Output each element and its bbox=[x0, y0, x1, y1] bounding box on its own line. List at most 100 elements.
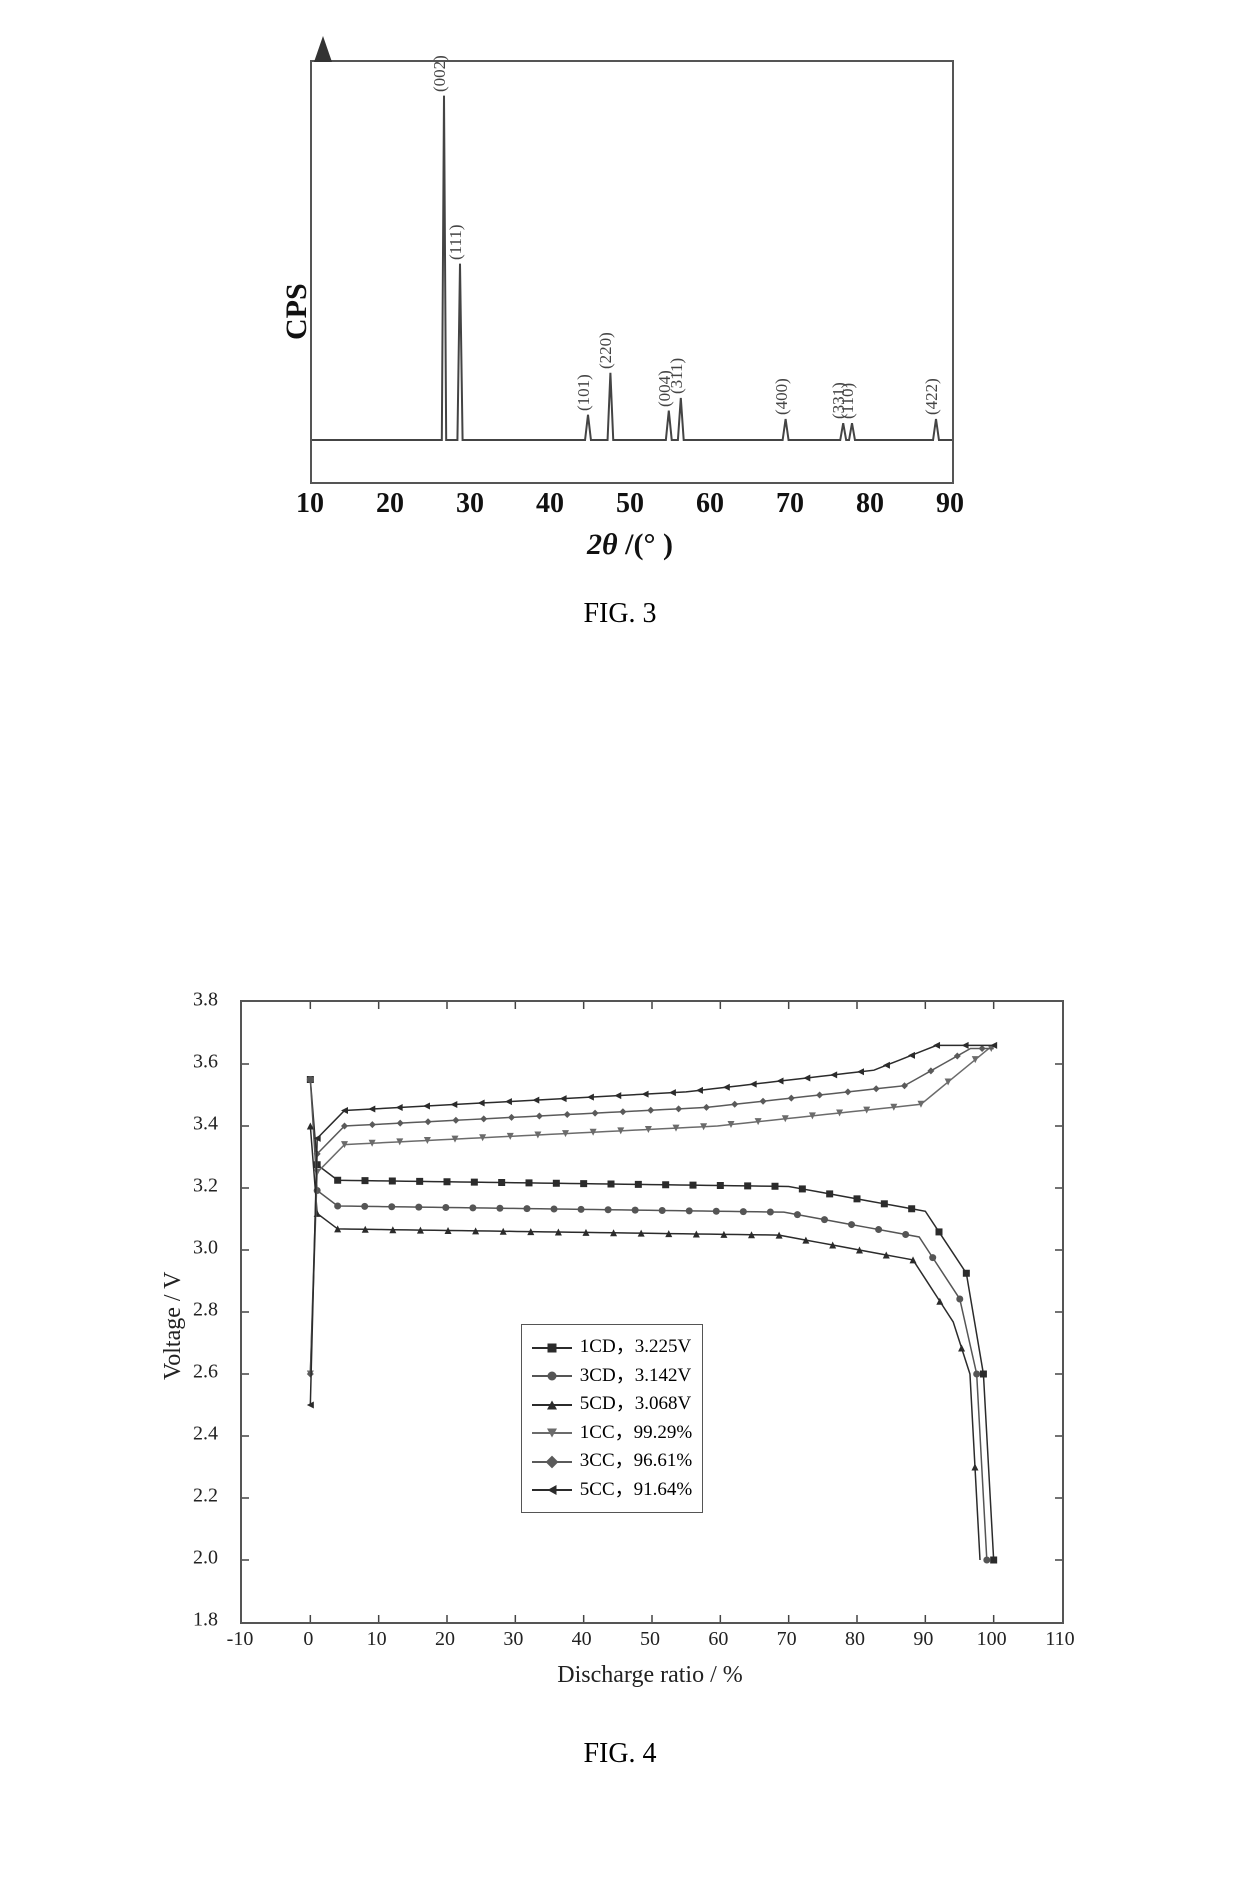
peak-label: (002) bbox=[430, 55, 450, 92]
marker bbox=[396, 1104, 403, 1111]
fig3-xtick: 40 bbox=[536, 488, 564, 520]
marker bbox=[902, 1231, 909, 1238]
marker bbox=[731, 1101, 738, 1108]
marker bbox=[416, 1178, 423, 1185]
marker bbox=[776, 1078, 783, 1085]
fig4-xtick: 20 bbox=[435, 1628, 455, 1651]
marker bbox=[369, 1121, 376, 1128]
fig4-ytick: 2.8 bbox=[193, 1299, 218, 1322]
marker bbox=[551, 1205, 558, 1212]
legend-item: 5CC，91.64% bbox=[532, 1476, 692, 1505]
marker bbox=[587, 1094, 594, 1101]
peak-label: (111) bbox=[446, 224, 466, 260]
legend-item: 3CC，96.61% bbox=[532, 1447, 692, 1476]
fig4-ytick: 1.8 bbox=[193, 1609, 218, 1632]
marker bbox=[388, 1203, 395, 1210]
fig4-ytick: 3.8 bbox=[193, 989, 218, 1012]
legend-marker-icon bbox=[547, 1343, 556, 1352]
legend-item: 1CD，3.225V bbox=[532, 1333, 692, 1362]
legend-marker-icon bbox=[547, 1372, 556, 1381]
marker bbox=[425, 1118, 432, 1125]
marker bbox=[361, 1203, 368, 1210]
marker bbox=[444, 1178, 451, 1185]
peak-label: (101) bbox=[574, 374, 594, 411]
marker bbox=[844, 1088, 851, 1095]
fig3-xtick: 20 bbox=[376, 488, 404, 520]
marker bbox=[963, 1270, 970, 1277]
fig3-xtick: 90 bbox=[936, 488, 964, 520]
page: CPS (002)(111)(101)(220)(004)(311)(400)(… bbox=[0, 0, 1240, 1890]
marker bbox=[821, 1216, 828, 1223]
marker bbox=[662, 1181, 669, 1188]
marker bbox=[632, 1207, 639, 1214]
fig4-ytick: 3.2 bbox=[193, 1175, 218, 1198]
marker bbox=[958, 1344, 965, 1351]
marker bbox=[578, 1206, 585, 1213]
marker bbox=[723, 1084, 730, 1091]
legend-marker-icon bbox=[547, 1485, 556, 1495]
legend-item: 3CD，3.142V bbox=[532, 1362, 692, 1391]
figure-4: Voltage / V 1.82.02.22.42.62.83.03.23.43… bbox=[140, 980, 1100, 1770]
legend-marker-icon bbox=[547, 1400, 557, 1409]
legend-label: 1CC，99.29% bbox=[580, 1419, 692, 1448]
fig3-xtick: 60 bbox=[696, 488, 724, 520]
marker bbox=[553, 1180, 560, 1187]
marker bbox=[690, 1182, 697, 1189]
peak-label: (400) bbox=[772, 378, 792, 415]
marker bbox=[647, 1107, 654, 1114]
marker bbox=[973, 1371, 980, 1378]
fig4-yticks: 1.82.02.22.42.62.83.03.23.43.63.8 bbox=[140, 1000, 230, 1620]
marker bbox=[669, 1089, 676, 1096]
figure-3: CPS (002)(111)(101)(220)(004)(311)(400)(… bbox=[240, 60, 1000, 630]
marker bbox=[686, 1207, 693, 1214]
legend-item: 5CD，3.068V bbox=[532, 1390, 692, 1419]
peak-label: (110) bbox=[838, 383, 858, 419]
fig4-xtick: 30 bbox=[503, 1628, 523, 1651]
legend-swatch bbox=[532, 1347, 572, 1349]
fig4-xtick: 80 bbox=[845, 1628, 865, 1651]
legend-label: 3CD，3.142V bbox=[580, 1362, 691, 1391]
marker bbox=[560, 1095, 567, 1102]
marker bbox=[480, 1115, 487, 1122]
fig4-xtick: -10 bbox=[227, 1628, 254, 1651]
fig4-ytick: 3.4 bbox=[193, 1113, 218, 1136]
legend-label: 5CC，91.64% bbox=[580, 1476, 692, 1505]
fig4-xtick: 70 bbox=[777, 1628, 797, 1651]
legend-marker-icon bbox=[547, 1429, 557, 1438]
marker bbox=[954, 1052, 961, 1059]
marker bbox=[927, 1067, 934, 1074]
marker bbox=[532, 1097, 539, 1104]
marker bbox=[508, 1114, 515, 1121]
legend-label: 5CD，3.068V bbox=[580, 1390, 691, 1419]
marker bbox=[397, 1120, 404, 1127]
marker bbox=[717, 1182, 724, 1189]
marker bbox=[619, 1108, 626, 1115]
peak-label: (311) bbox=[667, 358, 687, 394]
fig3-plot: (002)(111)(101)(220)(004)(311)(400)(331)… bbox=[310, 60, 954, 484]
fig3-ylabel: CPS bbox=[280, 283, 314, 340]
marker bbox=[908, 1052, 915, 1059]
fig3-xtick: 80 bbox=[856, 488, 884, 520]
marker bbox=[389, 1178, 396, 1185]
marker bbox=[772, 1183, 779, 1190]
marker bbox=[498, 1179, 505, 1186]
marker bbox=[956, 1295, 963, 1302]
legend-swatch bbox=[532, 1432, 572, 1434]
fig4-svg bbox=[242, 1002, 1062, 1622]
marker bbox=[901, 1082, 908, 1089]
marker bbox=[496, 1205, 503, 1212]
marker bbox=[854, 1195, 861, 1202]
fig4-plot: 1CD，3.225V3CD，3.142V5CD，3.068V1CC，99.29%… bbox=[240, 1000, 1064, 1624]
fig4-xtick: 100 bbox=[977, 1628, 1007, 1651]
marker bbox=[750, 1081, 757, 1088]
marker bbox=[675, 1105, 682, 1112]
legend-swatch bbox=[532, 1461, 572, 1463]
marker bbox=[478, 1100, 485, 1107]
marker bbox=[592, 1110, 599, 1117]
fig4-container: Voltage / V 1.82.02.22.42.62.83.03.23.43… bbox=[140, 980, 1100, 1720]
legend-label: 3CC，96.61% bbox=[580, 1447, 692, 1476]
marker bbox=[788, 1095, 795, 1102]
marker bbox=[452, 1117, 459, 1124]
marker bbox=[307, 1076, 314, 1083]
marker bbox=[659, 1207, 666, 1214]
